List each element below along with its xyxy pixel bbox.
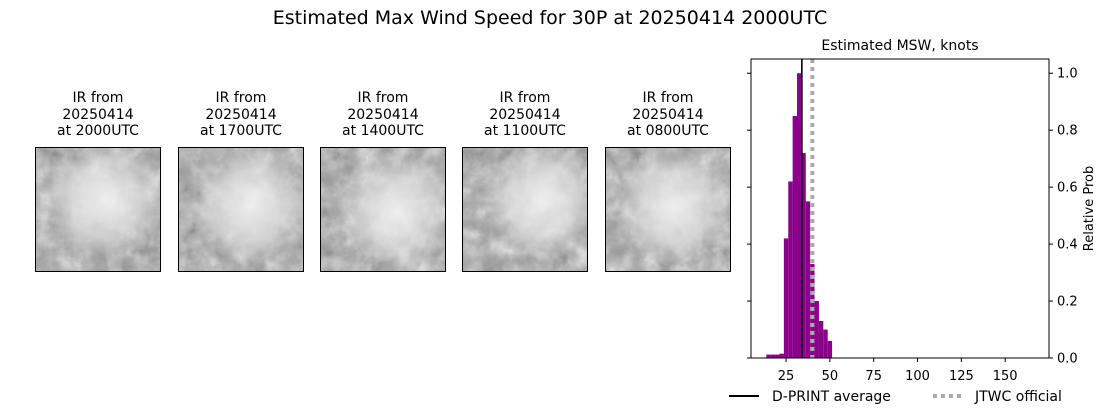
histogram-bar xyxy=(770,354,776,358)
histogram-bar xyxy=(818,320,824,358)
x-tick-label: 25 xyxy=(778,369,795,384)
y-tick-label: 0.0 xyxy=(1057,352,1078,367)
histogram-bar xyxy=(766,354,771,358)
histogram-bar xyxy=(805,201,811,358)
ir-image xyxy=(320,147,446,272)
ir-panel-title: IR from 20250414 at 1400UTC xyxy=(342,90,424,139)
histogram-bar xyxy=(827,340,833,358)
ir-image xyxy=(462,147,588,272)
ir-panel-4: IR from 20250414 at 1100UTC xyxy=(462,90,588,272)
ir-panel-5: IR from 20250414 at 0800UTC xyxy=(605,90,731,272)
histogram-bar xyxy=(810,264,815,358)
y-tick-label: 0.4 xyxy=(1057,238,1078,253)
ir-image xyxy=(178,147,304,272)
y-tick-label: 0.6 xyxy=(1057,181,1078,196)
histogram-bar xyxy=(801,152,806,358)
ir-image xyxy=(35,147,161,272)
ir-image xyxy=(605,147,731,272)
ir-panel-title: IR from 20250414 at 0800UTC xyxy=(627,90,709,139)
ir-panel-title: IR from 20250414 at 1100UTC xyxy=(484,90,566,139)
figure-title: Estimated Max Wind Speed for 30P at 2025… xyxy=(272,7,828,29)
histogram-bar xyxy=(788,181,793,358)
msw-histogram-area: 25 50 75 100 125 150 0.0 0.2 0.4 0.6 0.8 1.0 Estimat… xyxy=(700,30,1100,409)
histogram-bar xyxy=(792,115,798,358)
histogram-bar xyxy=(823,329,828,358)
histogram-bar xyxy=(775,354,780,358)
chart-title: Estimated MSW, knots xyxy=(821,38,978,54)
x-tick-label: 150 xyxy=(993,369,1018,384)
ir-panel-2: IR from 20250414 at 1700UTC xyxy=(178,90,304,272)
y-tick-label: 0.2 xyxy=(1057,295,1078,310)
histogram-bar xyxy=(783,238,789,358)
ir-panel-title: IR from 20250414 at 1700UTC xyxy=(200,90,282,139)
plot-frame xyxy=(750,58,1050,359)
x-tick-label: 100 xyxy=(905,369,930,384)
ir-panel-3: IR from 20250414 at 1400UTC xyxy=(320,90,446,272)
ir-panel-1: IR from 20250414 at 2000UTC xyxy=(35,90,161,272)
y-axis-label: Relative Prob xyxy=(1082,166,1097,251)
legend-dprint-label: D-PRINT average xyxy=(772,389,891,405)
histogram-bar xyxy=(814,301,819,358)
x-tick-label: 125 xyxy=(949,369,974,384)
x-tick-label: 75 xyxy=(865,369,882,384)
y-tick-label: 0.8 xyxy=(1057,124,1078,139)
ir-panel-title: IR from 20250414 at 2000UTC xyxy=(57,90,139,139)
histogram-bar xyxy=(797,73,802,358)
x-tick-label: 50 xyxy=(822,369,839,384)
msw-histogram: 25 50 75 100 125 150 0.0 0.2 0.4 0.6 0.8 1.0 Estimat… xyxy=(729,38,1097,405)
y-tick-label: 1.0 xyxy=(1057,67,1078,82)
histogram-bar xyxy=(779,353,784,358)
legend-jtwc-label: JTWC official xyxy=(974,389,1062,405)
